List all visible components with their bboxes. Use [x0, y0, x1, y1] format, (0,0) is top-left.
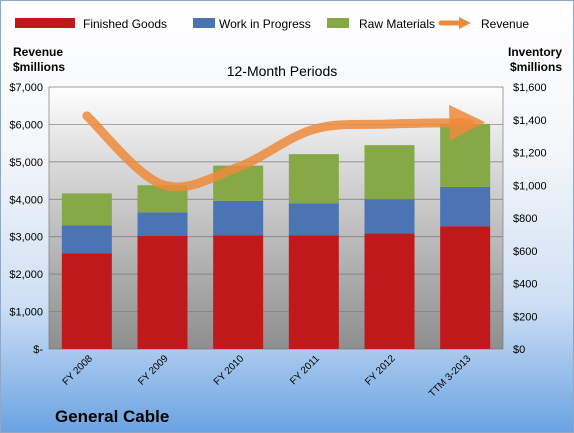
bar-work-in-progress: [288, 203, 339, 236]
bar-work-in-progress: [213, 200, 264, 236]
bar-finished-goods: [213, 235, 264, 349]
chart-title: 12-Month Periods: [227, 63, 338, 79]
left-tick-label: $6,000: [9, 119, 43, 131]
right-tick-label: $400: [513, 279, 537, 291]
category-label: FY 2010: [212, 353, 247, 388]
bar-raw-materials: [440, 123, 491, 187]
left-tick-label: $1,000: [9, 307, 43, 319]
revenue-line-path: [82, 104, 486, 192]
bar-work-in-progress: [440, 186, 491, 227]
right-tick-label: $1,000: [513, 180, 547, 192]
left-axis-label-line-1: Revenue: [13, 45, 63, 59]
right-tick-label: $0: [513, 344, 525, 356]
left-tick-label: $3,000: [9, 232, 43, 244]
right-tick-label: $200: [513, 311, 537, 323]
left-tick-label: $5,000: [9, 157, 43, 169]
right-tick-label: $600: [513, 246, 537, 258]
bar-work-in-progress: [61, 225, 112, 254]
legend-arrow-revenue: [459, 17, 471, 29]
bar-raw-materials: [288, 154, 339, 204]
right-tick-label: $1,400: [513, 115, 547, 127]
legend-swatch-finished-goods: [15, 18, 75, 28]
legend-swatch-raw-materials: [327, 18, 349, 28]
bar-finished-goods: [61, 253, 112, 349]
left-tick-label: $2,000: [9, 269, 43, 281]
bar-finished-goods: [364, 233, 415, 349]
bar-raw-materials: [364, 145, 415, 200]
bar-finished-goods: [440, 226, 491, 349]
bar-work-in-progress: [137, 212, 188, 237]
plot-area: [49, 87, 503, 349]
bars: [61, 123, 491, 349]
category-label: FY 2009: [136, 353, 171, 388]
legend-label-finished-goods: Finished Goods: [83, 17, 167, 31]
category-label: FY 2008: [61, 353, 96, 388]
left-axis-ticks: $- $1,000 $2,000 $3,000 $4,000 $5,000 $6,000 $7…: [9, 82, 43, 356]
category-label: FY 2012: [363, 353, 398, 388]
revenue-line: [82, 104, 486, 192]
bar-finished-goods: [288, 235, 339, 349]
company-name: General Cable: [55, 407, 169, 426]
right-axis-label-line-1: Inventory: [508, 45, 562, 59]
left-axis-label-line-2: $millions: [13, 60, 65, 74]
right-axis-label-line-2: $millions: [510, 60, 562, 74]
legend-label-work-in-progress: Work in Progress: [219, 17, 311, 31]
bar-work-in-progress: [364, 199, 415, 234]
legend-label-revenue: Revenue: [481, 17, 529, 31]
bar-finished-goods: [137, 236, 188, 349]
left-tick-label: $4,000: [9, 194, 43, 206]
category-label: FY 2011: [288, 353, 322, 387]
bar-raw-materials: [61, 193, 112, 226]
right-tick-label: $1,600: [513, 82, 547, 94]
legend: Finished Goods Work in Progress Raw Mate…: [15, 17, 529, 31]
left-tick-label: $-: [33, 344, 43, 356]
right-axis-ticks: $0 $200 $400 $600 $800 $1,000 $1,200 $1,400 $1,6…: [513, 82, 547, 356]
legend-label-raw-materials: Raw Materials: [359, 17, 435, 31]
right-tick-label: $800: [513, 213, 537, 225]
category-labels: FY 2008 FY 2009 FY 2010 FY 2011 FY 2012 TTM 3…: [61, 353, 474, 400]
left-tick-label: $7,000: [9, 82, 43, 94]
category-label: TTM 3-2013: [427, 353, 474, 400]
legend-swatch-work-in-progress: [193, 18, 215, 28]
right-tick-label: $1,200: [513, 148, 547, 160]
